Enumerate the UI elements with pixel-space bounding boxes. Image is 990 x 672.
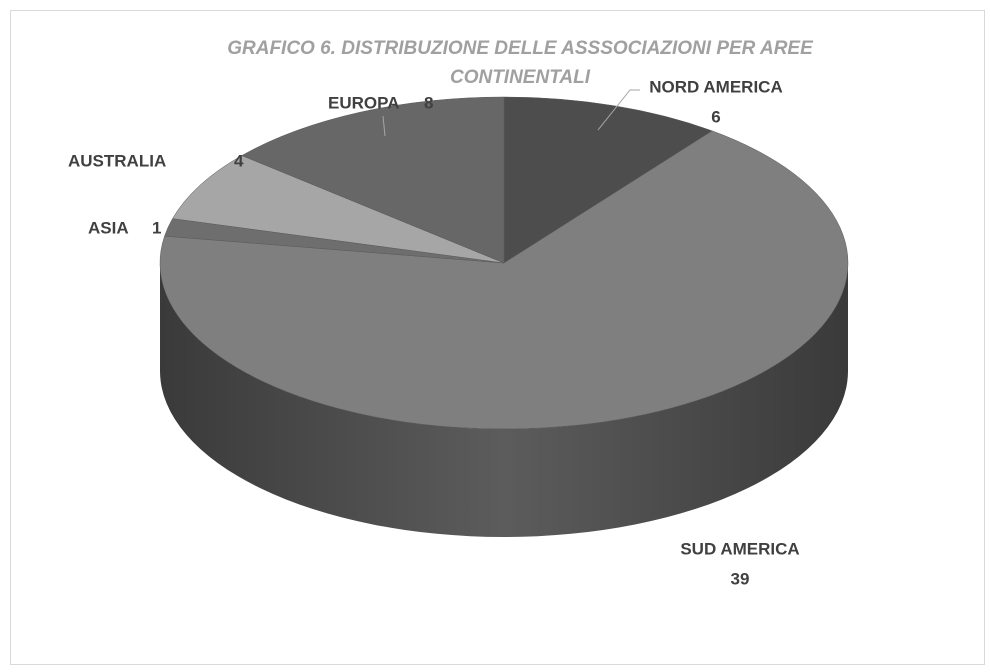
data-label-category: ASIA: [88, 218, 129, 237]
leader-line: [223, 173, 233, 193]
data-label-category: AUSTRALIA: [68, 151, 166, 170]
data-label-value: 6: [711, 107, 720, 126]
pie-slice: [503, 96, 713, 264]
pie-slice: [241, 96, 505, 264]
data-label-category: NORD AMERICA: [649, 77, 782, 96]
chart-border: [10, 10, 985, 665]
data-label-value: 4: [234, 151, 244, 170]
data-label-value: 1: [152, 218, 161, 237]
leader-line: [597, 89, 640, 131]
data-label-value: 8: [424, 93, 433, 112]
labels: NORD AMERICA 6 SUD AMERICA 39 ASIA 1 AUSTRALIA…: [68, 77, 800, 588]
data-label-value: 39: [731, 569, 750, 588]
pie-slice: [159, 130, 849, 430]
chart-title: GRAFICO 6. DISTRIBUZIONE DELLE ASSSOCIAZ…: [227, 38, 813, 88]
data-label-category: EUROPA: [328, 93, 399, 112]
pie-slice: [172, 155, 505, 264]
pie-side: [160, 263, 848, 537]
data-label-category: SUD AMERICA: [680, 539, 799, 558]
leader-line: [382, 115, 386, 137]
pie: [159, 96, 849, 537]
